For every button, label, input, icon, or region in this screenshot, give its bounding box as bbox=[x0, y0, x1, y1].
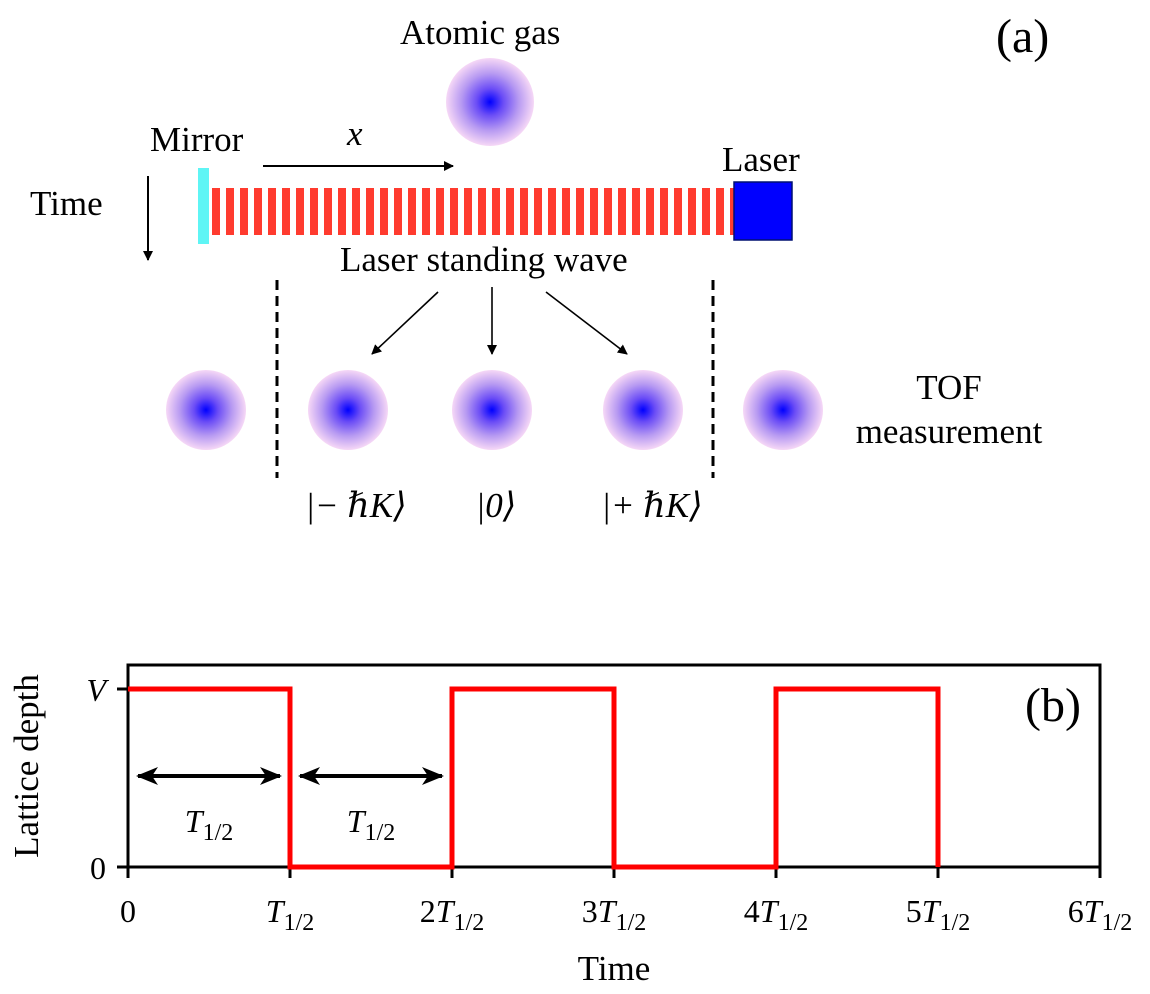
period-label: T1/2 bbox=[185, 803, 233, 846]
wave-stripe bbox=[338, 188, 346, 235]
wave-stripe bbox=[604, 188, 612, 235]
time-label: Time bbox=[30, 184, 103, 223]
wave-stripe bbox=[576, 188, 584, 235]
wave-stripe bbox=[436, 188, 444, 235]
wave-stripe bbox=[562, 188, 570, 235]
wave-stripe bbox=[478, 188, 486, 235]
period-annotations: T1/2 T1/2 bbox=[136, 767, 444, 846]
wave-stripe bbox=[660, 188, 668, 235]
x-tick-label: 5T1/2 bbox=[906, 893, 970, 936]
wave-stripe bbox=[408, 188, 416, 235]
tof-cloud-zero bbox=[452, 370, 532, 450]
wave-stripe bbox=[226, 188, 234, 235]
wave-stripe bbox=[268, 188, 276, 235]
wave-stripe bbox=[702, 188, 710, 235]
wave-stripe bbox=[394, 188, 402, 235]
panel-a-label: (a) bbox=[996, 10, 1049, 63]
x-tick-label: 4T1/2 bbox=[744, 893, 808, 936]
wave-stripe bbox=[310, 188, 318, 235]
wave-stripe bbox=[464, 188, 472, 235]
lattice-depth-series bbox=[128, 686, 941, 870]
x-axis-label: x bbox=[346, 114, 363, 153]
wave-stripe bbox=[632, 188, 640, 235]
wave-stripe bbox=[296, 188, 304, 235]
mirror bbox=[198, 168, 209, 244]
tof-cloud-minus-hk bbox=[308, 370, 388, 450]
wave-stripe bbox=[380, 188, 388, 235]
period-label: T1/2 bbox=[347, 803, 395, 846]
wave-stripe bbox=[618, 188, 626, 235]
state-plus-hk-label: |+ ℏK⟩ bbox=[601, 486, 703, 525]
panel-a: Atomic gas (a) Mirror x Laser Time Laser… bbox=[30, 10, 1049, 525]
diffraction-arrow-left bbox=[371, 291, 439, 355]
y-tick-label: V bbox=[86, 672, 109, 708]
wave-stripe bbox=[254, 188, 262, 235]
x-axis-title: Time bbox=[578, 949, 651, 988]
panel-b-label: (b) bbox=[1025, 679, 1081, 732]
wave-stripe bbox=[548, 188, 556, 235]
wave-stripe bbox=[282, 188, 290, 235]
wave-stripe bbox=[212, 188, 220, 235]
y-tick-label: 0 bbox=[90, 850, 106, 886]
tof-cloud-plus-hk bbox=[603, 370, 683, 450]
panel-b: (b) 0V 0 T1/2 2T1/2 3T1/2 4T1/2 5T1/2 6T1/2 T1… bbox=[7, 663, 1132, 988]
wave-stripe bbox=[716, 188, 724, 235]
tof-cloud bbox=[743, 370, 823, 450]
atomic-gas-cloud bbox=[446, 58, 534, 146]
laser-label: Laser bbox=[722, 140, 800, 179]
state-zero-label: |0⟩ bbox=[476, 486, 517, 525]
mirror-label: Mirror bbox=[150, 120, 244, 159]
diffraction-arrow-right bbox=[545, 291, 628, 355]
wave-stripe bbox=[366, 188, 374, 235]
x-tick-label: T1/2 bbox=[266, 893, 314, 936]
x-tick-label: 6T1/2 bbox=[1068, 893, 1132, 936]
wave-stripe bbox=[450, 188, 458, 235]
atomic-gas-label: Atomic gas bbox=[400, 13, 560, 52]
wave-stripe bbox=[506, 188, 514, 235]
wave-stripe bbox=[240, 188, 248, 235]
wave-stripe bbox=[674, 188, 682, 235]
wave-stripe bbox=[688, 188, 696, 235]
x-tick-label: 3T1/2 bbox=[582, 893, 646, 936]
tof-label-line1: TOF bbox=[916, 368, 982, 407]
wave-stripe bbox=[534, 188, 542, 235]
standing-wave-label: Laser standing wave bbox=[340, 240, 628, 279]
y-axis: 0V bbox=[86, 672, 128, 886]
wave-stripe bbox=[520, 188, 528, 235]
tof-cloud bbox=[166, 370, 246, 450]
wave-stripe bbox=[324, 188, 332, 235]
x-tick-label: 2T1/2 bbox=[420, 893, 484, 936]
x-axis: 0 T1/2 2T1/2 3T1/2 4T1/2 5T1/2 6T1/2 bbox=[120, 867, 1132, 936]
wave-stripe bbox=[590, 188, 598, 235]
laser-standing-wave bbox=[212, 188, 738, 235]
wave-stripe bbox=[646, 188, 654, 235]
x-tick-label: 0 bbox=[120, 893, 136, 929]
wave-stripe bbox=[492, 188, 500, 235]
wave-stripe bbox=[352, 188, 360, 235]
laser-source bbox=[733, 181, 793, 241]
tof-label-line2: measurement bbox=[856, 412, 1043, 451]
state-minus-hk-label: |− ℏK⟩ bbox=[305, 486, 407, 525]
wave-stripe bbox=[422, 188, 430, 235]
y-axis-title: Lattice depth bbox=[7, 674, 46, 858]
